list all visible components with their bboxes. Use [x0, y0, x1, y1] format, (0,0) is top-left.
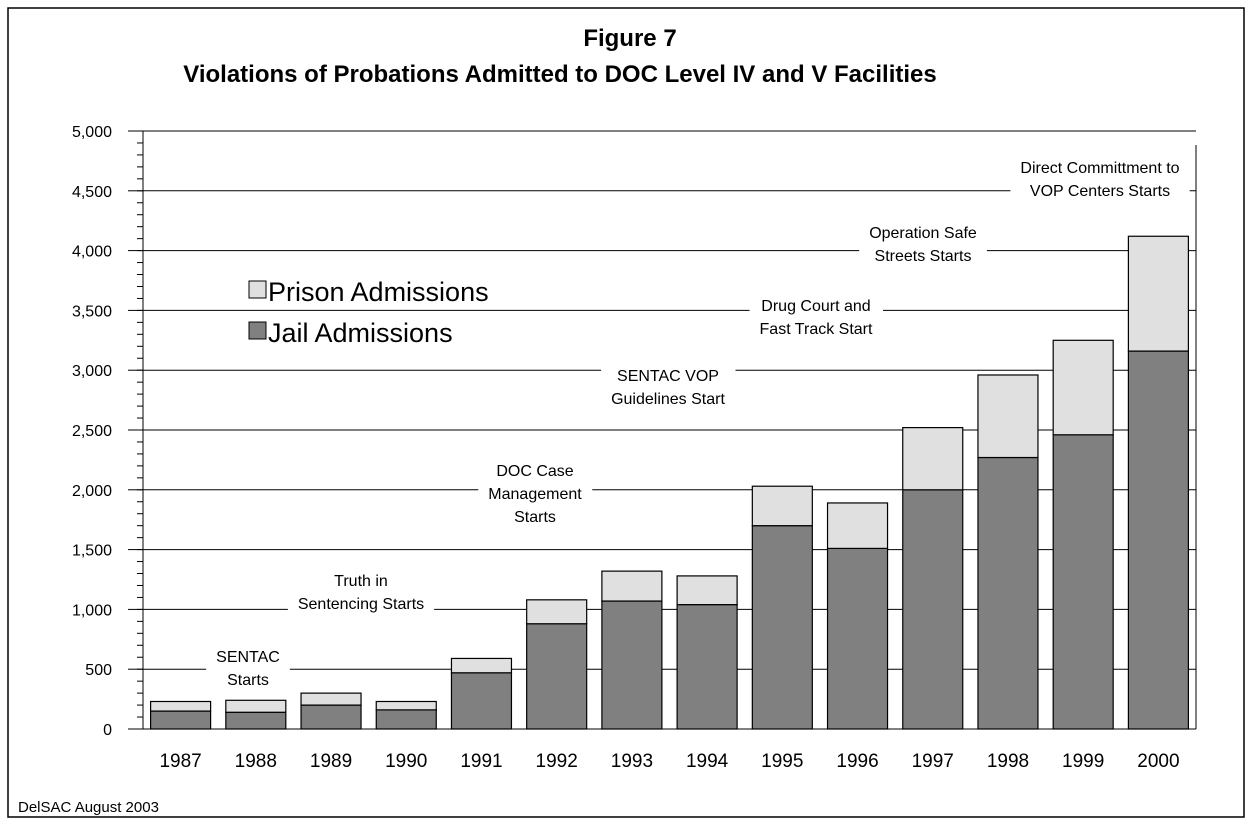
bar-segment	[375, 700, 437, 711]
x-tick-label: 1992	[536, 751, 578, 772]
x-tick-label: 1997	[912, 751, 954, 772]
bar-segment	[977, 456, 1039, 730]
annotation-bg	[206, 647, 290, 691]
source: DelSAC August 2003	[18, 799, 159, 816]
bar-segment	[225, 699, 287, 713]
bar-segment	[902, 427, 964, 491]
x-tick-label: 1988	[235, 751, 277, 772]
bar-segment	[450, 657, 513, 674]
annotation-bg	[1010, 158, 1190, 202]
bar-segment	[1052, 339, 1114, 436]
annotation-bg	[601, 366, 736, 410]
y-tick-label: 1,000	[72, 602, 112, 619]
annotation-bg	[478, 461, 593, 528]
annotation-text: Management	[488, 486, 582, 503]
y-tick-label: 1,500	[72, 543, 112, 560]
annotation-bg	[749, 296, 884, 340]
legend-swatch	[248, 321, 267, 340]
x-tick-label: 1995	[761, 751, 803, 772]
bar-segment	[601, 570, 663, 602]
y-tick-label: 2,500	[72, 423, 112, 440]
annotation: SENTAC VOP Guidelines Start	[601, 366, 736, 410]
legend-label: Jail Admissions	[268, 318, 453, 348]
annotation: Truth in Sentencing Starts	[287, 571, 435, 615]
x-tick-label: 1998	[987, 751, 1029, 772]
bar-segment	[300, 692, 362, 706]
bar-segment	[676, 604, 738, 730]
x-tick-label: 2000	[1137, 751, 1179, 772]
annotation-text: DOC Case	[496, 463, 573, 480]
y-tick-label: 0	[103, 722, 112, 739]
annotation-text: Direct Committment to	[1020, 160, 1179, 177]
bar-segment	[450, 672, 513, 730]
y-tick-label: 4,500	[72, 184, 112, 201]
annotation-text: Operation Safe	[869, 225, 977, 242]
x-tick-label: 1996	[836, 751, 878, 772]
x-tick-label: 1990	[385, 751, 427, 772]
chart-subtitle: Violations of Probations Admitted to DOC…	[183, 61, 936, 88]
annotation-text: Streets Starts	[875, 248, 972, 265]
bar-segment	[751, 485, 813, 527]
x-tick-label: 1987	[159, 751, 201, 772]
annotation-text: Sentencing Starts	[298, 596, 424, 613]
y-tick-label: 3,500	[72, 303, 112, 320]
bar-segment	[676, 575, 738, 606]
annotation: SENTAC Starts	[206, 647, 290, 691]
bar-segment	[150, 710, 212, 730]
annotation-text: Starts	[514, 509, 556, 526]
annotation-text: Drug Court and	[761, 298, 870, 315]
bar-segment	[375, 709, 437, 730]
bar-segment	[1127, 235, 1189, 352]
chart-title: Figure 7	[583, 25, 676, 52]
bar-segment	[1127, 350, 1189, 730]
x-tick-label: 1991	[460, 751, 502, 772]
annotation: DOC Case Management Starts	[478, 461, 593, 528]
annotation-text: SENTAC	[216, 649, 280, 666]
bar-segment	[751, 525, 813, 730]
y-tick-label: 500	[85, 662, 112, 679]
bar-segment	[1052, 434, 1114, 730]
bar-segment	[902, 489, 964, 730]
y-tick-label: 4,000	[72, 244, 112, 261]
bar-segment	[150, 700, 212, 712]
x-tick-label: 1989	[310, 751, 352, 772]
annotation: Direct Committment to VOP Centers Starts	[1010, 158, 1190, 202]
bar-segment	[977, 374, 1039, 459]
annotation: Operation Safe Streets Starts	[859, 223, 987, 267]
annotation-text: SENTAC VOP	[617, 368, 719, 385]
bar-segment	[826, 547, 889, 730]
annotation: Drug Court and Fast Track Start	[749, 296, 884, 340]
annotation-text: Starts	[227, 672, 269, 689]
bar-segment	[526, 623, 588, 730]
y-tick-label: 5,000	[72, 124, 112, 141]
x-tick-label: 1999	[1062, 751, 1104, 772]
bar-segment	[225, 711, 287, 730]
legend-swatch	[248, 280, 267, 299]
x-tick-label: 1994	[686, 751, 729, 772]
bar-segment	[300, 704, 362, 730]
bar-segment	[826, 502, 889, 550]
bar-segment	[601, 600, 663, 730]
annotation-bg	[859, 223, 987, 267]
bar-segment	[526, 599, 588, 625]
annotation-text: Guidelines Start	[611, 391, 725, 408]
y-tick-label: 2,000	[72, 483, 112, 500]
x-tick-label: 1993	[611, 751, 653, 772]
y-tick-label: 3,000	[72, 363, 112, 380]
annotation-text: Truth in	[334, 573, 388, 590]
annotation-text: VOP Centers Starts	[1030, 183, 1170, 200]
annotation-text: Fast Track Start	[760, 321, 873, 338]
legend-label: Prison Admissions	[268, 277, 489, 307]
annotation-bg	[287, 571, 435, 615]
